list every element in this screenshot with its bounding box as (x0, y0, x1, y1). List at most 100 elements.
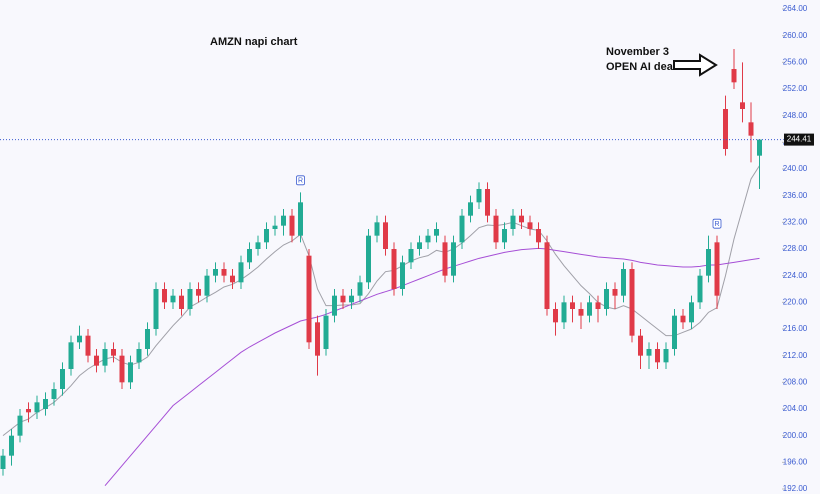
candle-body (272, 225, 278, 229)
candle-body (238, 262, 244, 283)
candle-body (136, 349, 142, 363)
candle-body (357, 282, 363, 296)
candle-body (315, 322, 320, 356)
candle-body (680, 315, 686, 323)
candle-body (119, 355, 125, 383)
candle-body (663, 349, 669, 363)
candle-body (289, 215, 295, 236)
candle-body (68, 342, 74, 369)
y-tick-label: 260.00 (783, 31, 808, 40)
y-tick-label: 220.00 (783, 297, 808, 306)
y-tick-label: 248.00 (783, 111, 808, 120)
candle-body (553, 309, 558, 323)
candle-body (689, 302, 694, 323)
candle-body (621, 269, 626, 296)
candle-body (595, 302, 601, 309)
candle-body (638, 335, 643, 356)
candle-body (306, 255, 312, 343)
candle-body (162, 289, 167, 303)
candle-body (493, 215, 499, 243)
y-tick-label: 212.00 (783, 351, 808, 360)
candle-body (332, 295, 337, 316)
arrow (673, 53, 718, 77)
candle-body (697, 275, 703, 303)
candle-body (17, 415, 23, 436)
candle-body (723, 109, 728, 149)
candle-body (527, 222, 533, 229)
marker: R (298, 178, 303, 185)
candle-body (519, 215, 524, 223)
candle-body (128, 362, 133, 383)
y-tick-label: 204.00 (783, 404, 808, 413)
candle-body (9, 435, 14, 456)
candle-body (714, 242, 720, 296)
candle-body (485, 189, 490, 216)
candle-body (417, 242, 422, 249)
candle-body (264, 229, 269, 243)
candle-body (510, 215, 516, 229)
candle-body (0, 455, 6, 469)
candle-body (366, 235, 371, 283)
candle-body (434, 229, 439, 236)
y-tick-label: 200.00 (783, 431, 808, 440)
candle-body (51, 389, 57, 399)
candle-body (442, 242, 448, 276)
marker: R (714, 221, 719, 228)
candle-body (383, 222, 388, 249)
candle-body (587, 302, 592, 316)
candle-body (612, 289, 618, 296)
candle-body (298, 202, 303, 236)
y-tick-label: 224.00 (783, 271, 808, 280)
candle-body (204, 275, 210, 296)
candle-body (544, 242, 550, 309)
candle-body (408, 249, 414, 263)
candle-body (94, 355, 99, 366)
candle-body (349, 295, 354, 303)
y-tick-label: 208.00 (783, 377, 808, 386)
candle-body (502, 229, 507, 243)
candle-body (213, 269, 218, 276)
candle-body (731, 69, 737, 83)
candle-body (77, 335, 82, 343)
candle-body (145, 329, 150, 349)
candle-body (706, 249, 711, 276)
last-price-label: 244.41 (787, 135, 812, 144)
y-tick-label: 236.00 (783, 191, 808, 200)
candle-body (221, 269, 227, 276)
candle-body (570, 302, 575, 309)
y-tick-label: 228.00 (783, 244, 808, 253)
candle-body (179, 295, 184, 309)
last-price-box (784, 133, 814, 146)
candle-body (451, 242, 456, 276)
candle-body (748, 122, 754, 136)
candle-body (255, 242, 261, 249)
candle-body (740, 102, 745, 109)
y-tick-label: 216.00 (783, 324, 808, 333)
y-tick-label: 256.00 (783, 57, 808, 66)
candle-body (400, 262, 405, 289)
candle-body (646, 349, 652, 356)
annotation: OPEN AI deal (606, 61, 676, 73)
candle-body (187, 289, 193, 309)
candle-body (230, 275, 235, 283)
candle-body (281, 215, 286, 226)
y-tick-label: 192.00 (783, 484, 808, 493)
candle-body (340, 295, 346, 303)
candle-body (111, 349, 116, 356)
marker-box (712, 218, 722, 229)
marker-box (296, 175, 305, 186)
candle-body (85, 335, 91, 356)
candle-body (476, 189, 482, 203)
candle-body (374, 222, 380, 236)
candle-body (536, 229, 541, 243)
annotation: November 3 (606, 46, 669, 58)
candle-body (43, 399, 48, 409)
candle-body (60, 369, 65, 389)
moving-average (104, 247, 760, 486)
candle-body (468, 202, 473, 216)
y-tick-label: 196.00 (783, 457, 808, 466)
candle-body (757, 139, 762, 156)
